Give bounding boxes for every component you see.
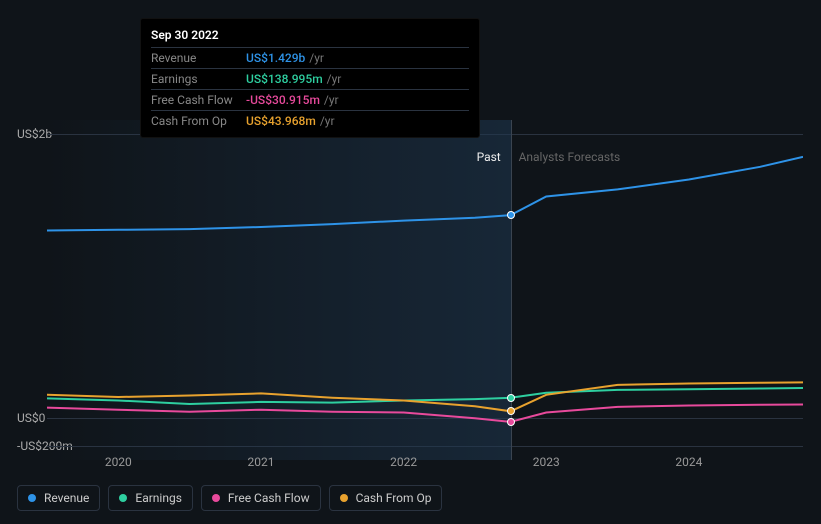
tooltip-row-unit: /yr <box>320 114 335 128</box>
tooltip-row: EarningsUS$138.995m/yr <box>151 69 469 90</box>
legend: Revenue Earnings Free Cash Flow Cash From O… <box>17 485 442 511</box>
legend-item-fcf[interactable]: Free Cash Flow <box>201 485 321 511</box>
legend-item-label: Cash From Op <box>356 491 432 505</box>
data-tooltip: Sep 30 2022 RevenueUS$1.429b/yrEarningsU… <box>140 18 480 138</box>
legend-item-label: Free Cash Flow <box>228 491 310 505</box>
y-axis-label: US$0 <box>17 411 45 425</box>
x-axis-label: 2020 <box>105 455 132 469</box>
tooltip-row: Free Cash Flow-US$30.915m/yr <box>151 90 469 111</box>
x-axis-label: 2023 <box>533 455 560 469</box>
tooltip-row-value: US$43.968m <box>246 114 316 128</box>
marker-cfo <box>507 407 515 415</box>
legend-item-label: Earnings <box>135 491 182 505</box>
tooltip-row-value: US$1.429b <box>246 51 305 65</box>
tooltip-row-label: Revenue <box>151 51 246 65</box>
tooltip-row: RevenueUS$1.429b/yr <box>151 48 469 69</box>
x-axis-label: 2024 <box>675 455 702 469</box>
past-label: Past <box>477 150 501 164</box>
marker-revenue <box>507 211 515 219</box>
chart-svg <box>47 120 803 460</box>
legend-item-revenue[interactable]: Revenue <box>17 485 100 511</box>
series-fcf <box>47 405 803 422</box>
series-revenue <box>47 157 803 231</box>
forecast-label: Analysts Forecasts <box>519 150 621 164</box>
legend-dot-icon <box>119 494 127 502</box>
tooltip-row-label: Earnings <box>151 72 246 86</box>
tooltip-row: Cash From OpUS$43.968m/yr <box>151 111 469 131</box>
tooltip-row-value: US$138.995m <box>246 72 323 86</box>
legend-dot-icon <box>340 494 348 502</box>
x-axis-label: 2022 <box>390 455 417 469</box>
legend-item-cfo[interactable]: Cash From Op <box>329 485 443 511</box>
chart-container: US$2bUS$0-US$200m PastAnalysts Forecasts… <box>0 0 821 524</box>
legend-dot-icon <box>28 494 36 502</box>
tooltip-row-label: Cash From Op <box>151 114 246 128</box>
tooltip-row-unit: /yr <box>327 72 342 86</box>
legend-item-label: Revenue <box>44 491 89 505</box>
tooltip-row-unit: /yr <box>324 93 339 107</box>
tooltip-date: Sep 30 2022 <box>151 25 469 48</box>
chart-plot-area: US$2bUS$0-US$200m PastAnalysts Forecasts <box>17 120 803 460</box>
series-cfo <box>47 382 803 411</box>
tooltip-row-label: Free Cash Flow <box>151 93 246 107</box>
tooltip-row-value: -US$30.915m <box>246 93 320 107</box>
marker-fcf <box>507 418 515 426</box>
tooltip-row-unit: /yr <box>309 51 324 65</box>
x-axis-label: 2021 <box>247 455 274 469</box>
legend-dot-icon <box>212 494 220 502</box>
marker-earnings <box>507 394 515 402</box>
legend-item-earnings[interactable]: Earnings <box>108 485 193 511</box>
